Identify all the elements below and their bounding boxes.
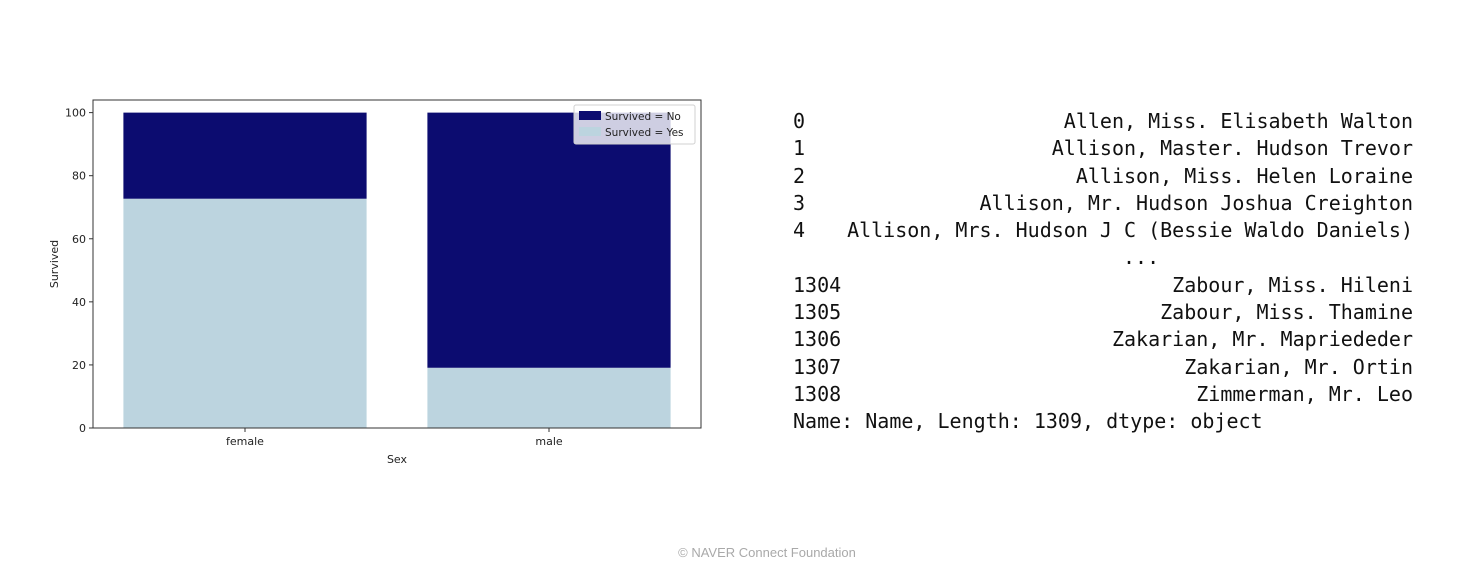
- series-row: 1305 Zabour, Miss. Thamine: [793, 299, 1413, 326]
- legend-swatch: [579, 111, 601, 120]
- row-index: 3: [793, 190, 806, 215]
- row-index: 1305: [793, 300, 842, 325]
- row-name: Zimmerman, Mr. Leo: [1196, 381, 1413, 406]
- series-output: 0 Allen, Miss. Elisabeth Walton 1 Allison, …: [793, 108, 1413, 436]
- bar-female-no: [123, 112, 367, 199]
- row-index: 0: [793, 109, 806, 133]
- row-index: 1: [793, 136, 806, 161]
- row-index: 1307: [793, 354, 842, 379]
- y-tick-label: 80: [72, 170, 86, 183]
- series-row: 0 Allen, Miss. Elisabeth Walton: [793, 108, 1413, 135]
- series-row: 1306 Zakarian, Mr. Mapriededer: [793, 326, 1413, 353]
- row-index: 4: [793, 218, 806, 243]
- series-footer: Name: Name, Length: 1309, dtype: object: [793, 409, 1263, 434]
- row-name: Zabour, Miss. Thamine: [1160, 300, 1413, 325]
- y-axis-label: Survived: [48, 240, 61, 288]
- y-tick-label: 100: [65, 107, 86, 120]
- x-tick-label: female: [226, 435, 264, 448]
- row-name: Allen, Miss. Elisabeth Walton: [1063, 109, 1413, 133]
- y-tick-label: 60: [72, 233, 86, 246]
- bar-male-no: [427, 112, 671, 368]
- chart-svg: female male 0 20 40 60 80 100 Sex Survived Survive…: [48, 99, 702, 466]
- row-name: Allison, Master. Hudson Trevor: [1051, 136, 1413, 161]
- row-name: Allison, Mr. Hudson Joshua Creighton: [979, 190, 1413, 215]
- plot-frame: [92, 99, 702, 429]
- row-name: Zakarian, Mr. Mapriededer: [1111, 327, 1413, 352]
- legend-swatch: [579, 127, 601, 136]
- row-name: Allison, Miss. Helen Loraine: [1075, 163, 1413, 188]
- row-index: 1306: [793, 327, 842, 352]
- series-row: 1304 Zabour, Miss. Hileni: [793, 272, 1413, 299]
- stacked-bar-chart: female male 0 20 40 60 80 100 Sex Survived Survive…: [40, 90, 720, 480]
- series-row: 4 Allison, Mrs. Hudson J C (Bessie Waldo …: [793, 217, 1413, 244]
- bar-male-yes: [427, 367, 671, 428]
- series-row: 1308 Zimmerman, Mr. Leo: [793, 381, 1413, 408]
- x-tick-label: male: [535, 435, 563, 448]
- row-index: 2: [793, 163, 806, 188]
- row-name: Allison, Mrs. Hudson J C (Bessie Waldo D…: [847, 218, 1413, 243]
- ellipsis-text: ...: [1123, 245, 1160, 270]
- legend-box: [573, 104, 696, 145]
- x-axis-label: Sex: [387, 453, 408, 466]
- bar-female-yes: [123, 198, 367, 428]
- y-tick-label: 0: [79, 422, 86, 435]
- y-tick-label: 20: [72, 359, 86, 372]
- copyright-text: © NAVER Connect Foundation: [678, 545, 856, 560]
- row-name: Zakarian, Mr. Ortin: [1184, 354, 1413, 379]
- row-index: 1308: [793, 381, 842, 406]
- row-name: Zabour, Miss. Hileni: [1172, 272, 1413, 297]
- series-row: 1307 Zakarian, Mr. Ortin: [793, 354, 1413, 381]
- row-index: 1304: [793, 272, 842, 297]
- legend-label: Survived = No: [605, 111, 681, 123]
- series-row: 3 Allison, Mr. Hudson Joshua Creighton: [793, 190, 1413, 217]
- y-tick-label: 40: [72, 296, 86, 309]
- series-row: 1 Allison, Master. Hudson Trevor: [793, 135, 1413, 162]
- ellipsis-row: ...: [793, 244, 1413, 271]
- series-row: 2 Allison, Miss. Helen Loraine: [793, 163, 1413, 190]
- legend-label: Survived = Yes: [605, 127, 684, 139]
